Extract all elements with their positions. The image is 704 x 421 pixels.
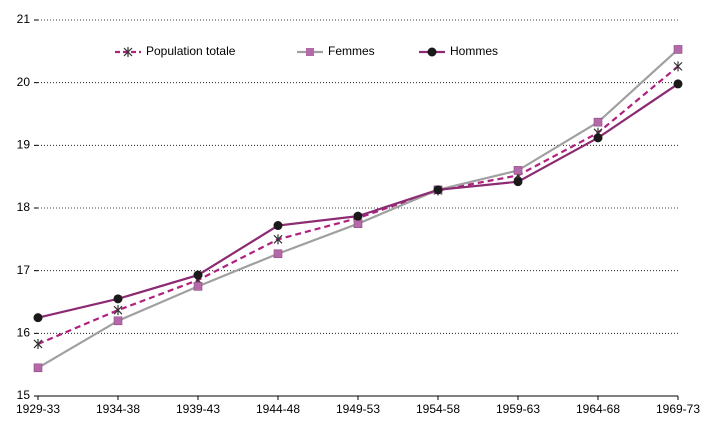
marker: [33, 363, 43, 373]
marker: [113, 305, 123, 316]
y-tick-label: 16: [17, 326, 31, 340]
marker: [593, 133, 603, 143]
x-tick-label: 1959-63: [496, 402, 540, 416]
x-tick-label: 1954-58: [416, 402, 460, 416]
marker: [193, 270, 203, 280]
series-line: [37, 48, 679, 369]
marker: [33, 313, 43, 323]
marker: [353, 219, 363, 228]
x-tick-label: 1964-68: [576, 402, 620, 416]
y-tick-label: 15: [17, 388, 31, 402]
marker: [513, 177, 523, 187]
marker: [673, 61, 683, 72]
legend-marker: [123, 47, 133, 57]
x-tick-label: 1934-38: [96, 402, 140, 416]
legend-marker: [306, 48, 314, 56]
marker: [353, 211, 363, 221]
series-line: [37, 65, 679, 346]
y-tick-label: 17: [17, 263, 31, 277]
marker: [593, 117, 603, 127]
marker: [113, 316, 123, 326]
marker: [513, 166, 523, 175]
marker: [193, 282, 203, 291]
y-tick-label: 21: [17, 12, 31, 26]
y-tick-label: 19: [17, 138, 31, 152]
marker: [273, 249, 283, 259]
legend-marker: [427, 47, 437, 57]
legend-label: Population totale: [146, 44, 236, 58]
x-tick-label: 1939-43: [176, 402, 220, 416]
y-tick-label: 20: [17, 75, 31, 89]
x-tick-label: 1929-33: [16, 402, 60, 416]
marker: [273, 221, 283, 231]
x-tick-label: 1949-53: [336, 402, 380, 416]
x-tick-label: 1969-73: [656, 402, 700, 416]
marker: [273, 234, 283, 245]
marker: [673, 79, 683, 89]
series-line: [37, 83, 679, 319]
x-tick-label: 1944-48: [256, 402, 300, 416]
y-tick-label: 18: [17, 200, 31, 214]
legend-label: Hommes: [450, 44, 498, 58]
marker: [113, 294, 123, 304]
legend-label: Femmes: [328, 44, 375, 58]
marker: [673, 45, 683, 54]
marker: [433, 185, 443, 195]
marker: [33, 338, 43, 349]
